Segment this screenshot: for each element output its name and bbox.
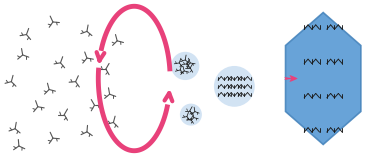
Circle shape (214, 66, 255, 107)
Circle shape (180, 104, 202, 126)
Polygon shape (285, 13, 361, 144)
Circle shape (171, 52, 199, 80)
